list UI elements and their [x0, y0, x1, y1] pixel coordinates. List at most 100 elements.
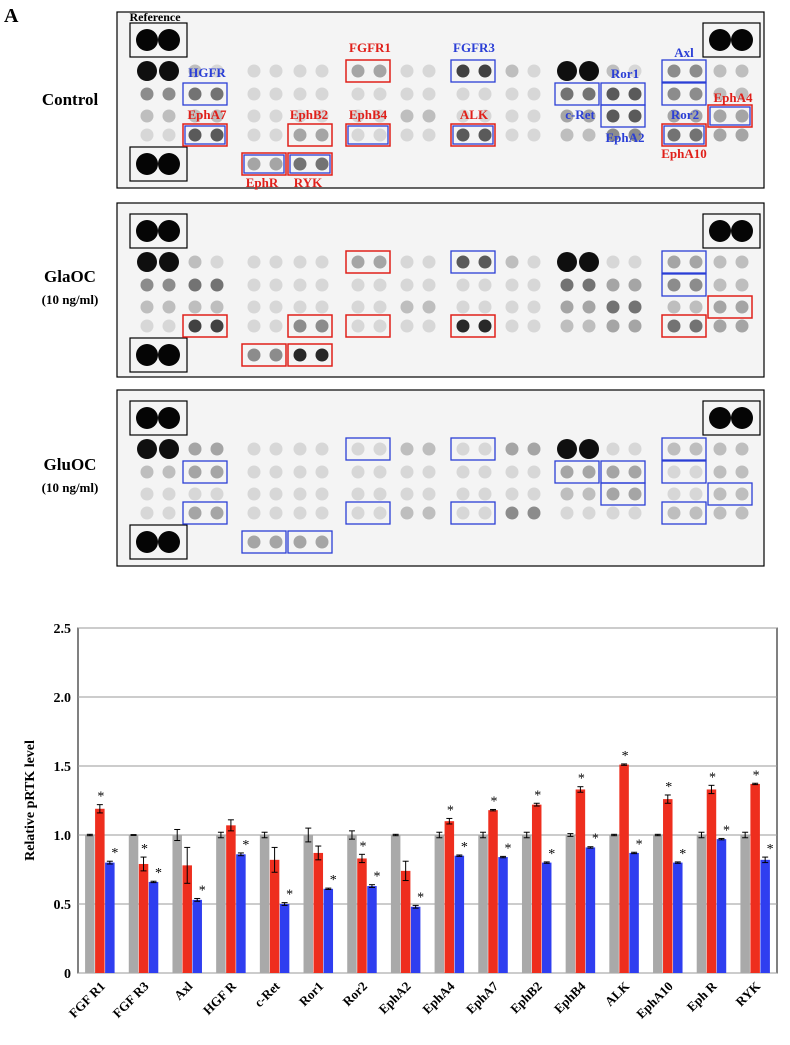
condition-label: Control: [42, 90, 99, 109]
spot: [689, 278, 703, 292]
spot: [159, 439, 179, 459]
spot: [373, 87, 387, 101]
significance-mark: *: [622, 749, 629, 764]
spot-label: FGFR1: [349, 40, 391, 55]
spot: [210, 487, 224, 501]
spot: [667, 128, 681, 142]
spot: [667, 487, 681, 501]
spot: [606, 278, 620, 292]
spot: [735, 255, 749, 269]
red-box: [241, 152, 287, 176]
spot: [422, 465, 436, 479]
spot: [606, 465, 620, 479]
blue-box: [661, 250, 707, 274]
red-box: [450, 123, 496, 147]
reference-spot: [731, 407, 753, 429]
spot: [689, 109, 703, 123]
bar: [706, 789, 717, 973]
x-tick-label: RYK: [733, 978, 764, 1009]
spot-label: FGFR3: [453, 40, 495, 55]
spot: [735, 442, 749, 456]
spot: [293, 255, 307, 269]
y-tick-label: 2.5: [54, 622, 72, 637]
spot: [735, 300, 749, 314]
bar: [531, 804, 542, 973]
spot: [269, 348, 283, 362]
spot: [269, 465, 283, 479]
spot: [351, 465, 365, 479]
bar: [696, 835, 707, 973]
red-box: [241, 343, 287, 367]
spot: [478, 506, 492, 520]
spot: [373, 319, 387, 333]
spot: [478, 64, 492, 78]
red-box: [182, 314, 228, 338]
spot: [293, 278, 307, 292]
spot: [159, 252, 179, 272]
spot: [606, 300, 620, 314]
bar: [347, 835, 357, 973]
spot: [456, 128, 470, 142]
spot: [373, 128, 387, 142]
spot: [400, 319, 414, 333]
significance-mark: *: [286, 888, 293, 903]
spot: [315, 109, 329, 123]
blue-box: [709, 106, 751, 126]
spot: [315, 506, 329, 520]
spot: [400, 465, 414, 479]
spot: [628, 465, 642, 479]
spot: [527, 487, 541, 501]
red-box: [345, 314, 391, 338]
bar: [138, 863, 149, 973]
spot: [210, 87, 224, 101]
spot: [735, 87, 749, 101]
spot: [351, 87, 365, 101]
spot: [247, 109, 261, 123]
bar: [498, 857, 508, 973]
spot: [293, 348, 307, 362]
reference-spot: [136, 344, 158, 366]
spot: [527, 278, 541, 292]
spot: [689, 87, 703, 101]
spot: [422, 319, 436, 333]
spot: [293, 157, 307, 171]
spot: [315, 535, 329, 549]
spot: [373, 442, 387, 456]
bar: [444, 821, 455, 973]
spot: [478, 255, 492, 269]
spot: [293, 128, 307, 142]
reference-spot: [136, 153, 158, 175]
spot: [315, 465, 329, 479]
spot: [159, 61, 179, 81]
spot: [628, 442, 642, 456]
spot: [351, 319, 365, 333]
spot: [606, 87, 620, 101]
spot: [140, 506, 154, 520]
blue-box: [450, 501, 496, 525]
spot: [162, 487, 176, 501]
spot: [162, 87, 176, 101]
spot: [628, 278, 642, 292]
bar: [541, 862, 552, 973]
spot: [478, 109, 492, 123]
spot: [422, 87, 436, 101]
spot: [247, 255, 261, 269]
spot: [456, 442, 470, 456]
spot: [269, 487, 283, 501]
blue-box: [243, 154, 285, 174]
condition-label: GluOC: [44, 455, 97, 474]
significance-mark: *: [491, 794, 498, 809]
x-tick-label: HGF R: [200, 978, 240, 1018]
spot-label: Axl: [674, 45, 694, 60]
spot: [422, 64, 436, 78]
spot: [456, 109, 470, 123]
spot: [373, 487, 387, 501]
spot: [628, 487, 642, 501]
spot: [667, 255, 681, 269]
x-tick-label: EphA2: [376, 979, 414, 1017]
spot: [628, 87, 642, 101]
bar: [236, 854, 246, 973]
spot-label: Ror1: [611, 66, 639, 81]
spot: [269, 442, 283, 456]
spot: [689, 319, 703, 333]
